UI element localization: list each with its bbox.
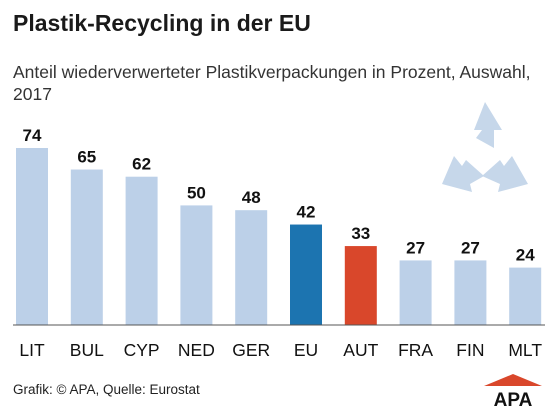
bar-fra <box>399 260 432 325</box>
value-label-cyp: 62 <box>132 155 151 174</box>
bar-cyp <box>125 176 158 325</box>
value-label-ned: 50 <box>187 183 206 202</box>
apa-logo: APA <box>480 372 546 413</box>
value-label-aut: 33 <box>351 224 370 243</box>
bar-ned <box>180 205 213 325</box>
bar-aut <box>344 246 377 325</box>
value-label-eu: 42 <box>297 203 316 222</box>
value-label-ger: 48 <box>242 188 261 207</box>
source-note: Grafik: © APA, Quelle: Eurostat <box>13 382 200 397</box>
bar-fin <box>454 260 487 325</box>
value-label-lit: 74 <box>23 126 42 145</box>
bar-lit <box>16 148 48 325</box>
category-label-ned: NED <box>178 340 215 360</box>
bar-bul <box>70 169 103 325</box>
category-label-aut: AUT <box>343 340 378 360</box>
category-label-lit: LIT <box>19 340 45 360</box>
category-label-cyp: CYP <box>124 340 160 360</box>
svg-text:APA: APA <box>494 390 533 408</box>
value-label-fra: 27 <box>406 238 425 257</box>
chart-title: Plastik-Recycling in der EU <box>13 10 311 36</box>
value-label-bul: 65 <box>77 148 96 167</box>
category-label-eu: EU <box>294 340 318 360</box>
bar-eu <box>290 224 322 325</box>
chart-subtitle: Anteil wiederverwerteter Plastikverpacku… <box>13 62 531 104</box>
category-label-fra: FRA <box>398 340 433 360</box>
value-label-mlt: 24 <box>516 246 535 265</box>
category-label-mlt: MLT <box>508 340 542 360</box>
category-label-ger: GER <box>232 340 270 360</box>
category-label-fin: FIN <box>456 340 484 360</box>
category-label-bul: BUL <box>70 340 104 360</box>
recycle-icon <box>440 100 530 200</box>
value-label-fin: 27 <box>461 238 480 257</box>
bar-mlt <box>509 267 542 325</box>
bar-ger <box>235 210 268 325</box>
